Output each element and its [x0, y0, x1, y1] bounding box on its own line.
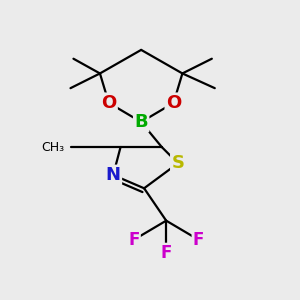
Text: F: F: [160, 244, 172, 262]
Text: CH₃: CH₃: [41, 141, 64, 154]
Text: O: O: [166, 94, 181, 112]
Text: S: S: [172, 154, 184, 172]
Text: O: O: [101, 94, 116, 112]
Text: B: B: [134, 113, 148, 131]
Text: F: F: [128, 231, 140, 249]
Text: N: N: [106, 166, 121, 184]
Text: F: F: [193, 231, 204, 249]
